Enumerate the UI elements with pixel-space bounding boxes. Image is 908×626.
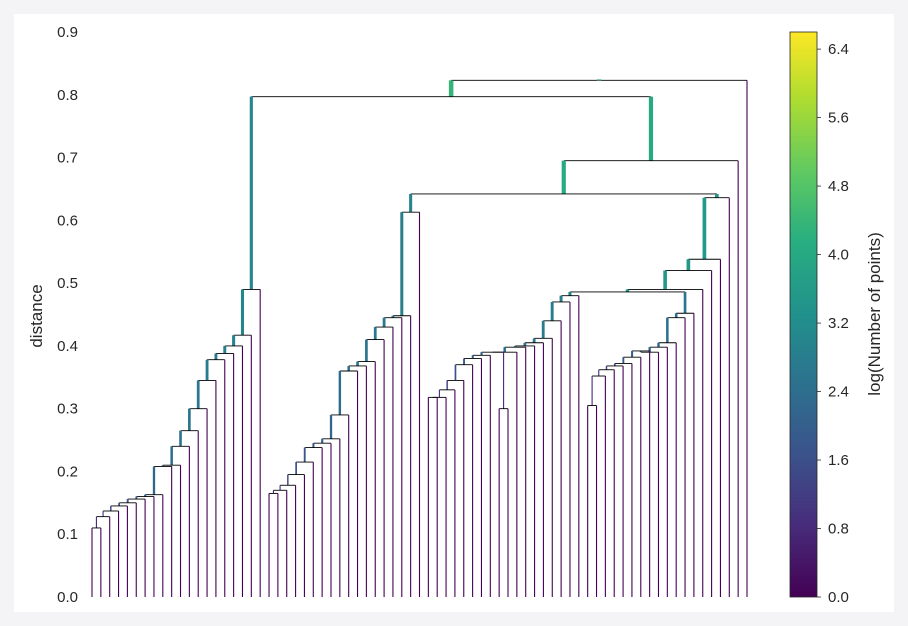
colorbar-tick-label: 2.4 (828, 384, 849, 401)
y-tick-label: 0.0 (57, 589, 78, 606)
colorbar-tick-label: 4.0 (828, 247, 849, 264)
colorbar-tick-label: 1.6 (828, 452, 849, 469)
colorbar-tick-label: 4.8 (828, 178, 849, 195)
colorbar (789, 31, 818, 598)
y-tick-label: 0.2 (57, 463, 78, 480)
dendrogram-links (91, 79, 748, 597)
colorbar-tick-label: 0.0 (828, 589, 849, 606)
y-tick-label: 0.5 (57, 275, 78, 292)
y-tick-label: 0.6 (57, 212, 78, 229)
y-tick-label: 0.4 (57, 338, 78, 355)
colorbar-tick-label: 3.2 (828, 315, 849, 332)
y-tick-label: 0.7 (57, 150, 78, 167)
y-tick-label: 0.8 (57, 87, 78, 104)
colorbar-ticks: 0.0 0.8 1.6 2.4 3.2 4.0 4.8 5.6 6.4 (817, 41, 849, 606)
y-axis: 0.0 0.1 0.2 0.3 0.4 0.5 0.6 0.7 0.8 0.9 (57, 24, 78, 606)
colorbar-tick-label: 5.6 (828, 110, 849, 127)
y-axis-label: distance (27, 284, 46, 347)
y-tick-label: 0.1 (57, 526, 78, 543)
y-tick-label: 0.9 (57, 24, 78, 41)
colorbar-label: log(Number of points) (865, 232, 884, 395)
colorbar-tick-label: 6.4 (828, 41, 849, 58)
colorbar-tick-label: 0.8 (828, 521, 849, 538)
y-tick-label: 0.3 (57, 401, 78, 418)
